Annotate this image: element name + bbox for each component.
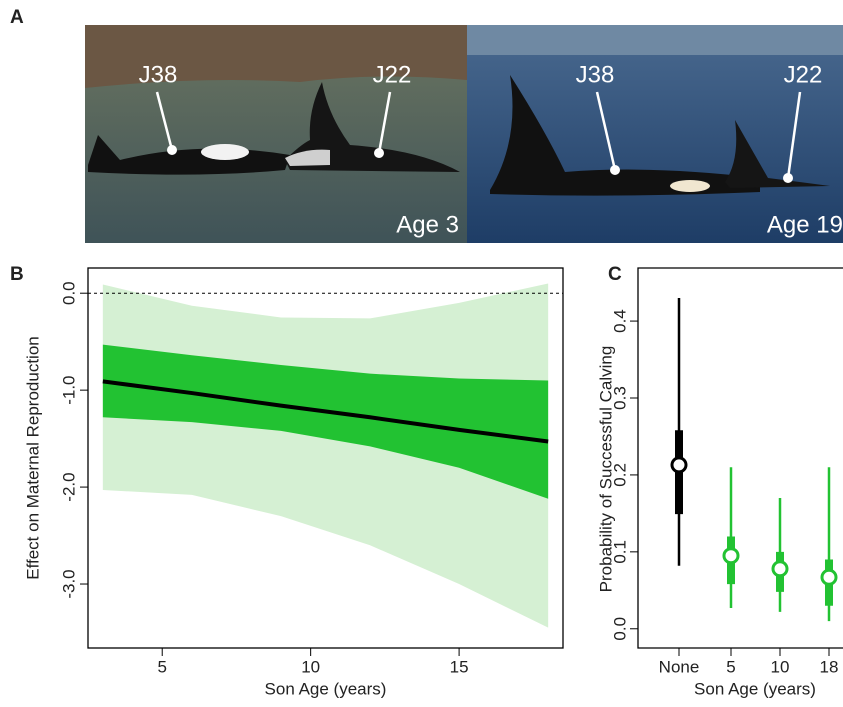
y-tick-label: -2.0 [59, 472, 78, 501]
point [670, 456, 688, 474]
plot-frame [637, 267, 843, 649]
orca [88, 135, 290, 175]
x-tick-label: 15 [450, 657, 469, 676]
y-axis-title: Effect on Maternal Reproduction [23, 336, 42, 580]
saddle-patch [285, 149, 330, 166]
panel-label: C [608, 264, 622, 285]
plot-frame [87, 267, 564, 649]
y-tick-label: 0.0 [59, 281, 78, 305]
photo-tag: J38 [139, 61, 178, 88]
y-tick-label: -3.0 [59, 569, 78, 598]
point [820, 568, 838, 586]
x-tick-label: 5 [726, 657, 735, 676]
orca [490, 75, 760, 196]
y-tick-label: 0.4 [610, 309, 629, 333]
point [722, 547, 740, 565]
pointer-dot [783, 173, 793, 183]
y-tick-label: 0.0 [610, 617, 629, 641]
x-tick-label: 10 [301, 657, 320, 676]
photo-tag: J38 [576, 61, 615, 88]
eye-patch [201, 144, 249, 160]
y-tick-label: 0.2 [610, 463, 629, 487]
panel-label: A [10, 7, 24, 28]
pointer-dot [167, 145, 177, 155]
x-tick-label: 10 [771, 657, 790, 676]
point [771, 560, 789, 578]
x-tick-label: 5 [157, 657, 166, 676]
photo-caption: Age 19 [767, 211, 843, 238]
rocks [85, 25, 467, 88]
x-tick-label: None [659, 657, 700, 676]
photo-tag: J22 [784, 61, 823, 88]
y-tick-label: -1.0 [59, 375, 78, 404]
eye-patch [670, 180, 710, 192]
orca [725, 120, 830, 188]
fit-line [102, 379, 549, 444]
confidence-band [102, 344, 549, 499]
y-tick-label: 0.3 [610, 386, 629, 410]
panel-label: B [10, 264, 24, 285]
x-axis-title: Son Age (years) [694, 679, 816, 698]
pointer-dot [610, 165, 620, 175]
y-axis-title: Probability of Successful Calving [596, 346, 615, 593]
orca [285, 82, 460, 172]
photo-caption: Age 3 [396, 211, 459, 238]
photo-right: J38 J22 Age 19 [467, 25, 843, 243]
x-axis-title: Son Age (years) [265, 679, 387, 698]
photo-left: J38 J22 Age 3 [85, 25, 467, 243]
y-tick-label: 0.1 [610, 540, 629, 564]
pointer [786, 91, 802, 179]
pointer [595, 91, 617, 171]
photo-tag: J22 [373, 61, 412, 88]
pointer [155, 91, 174, 151]
x-tick-label: 18 [820, 657, 839, 676]
pointer [377, 91, 392, 154]
pointer-dot [374, 148, 384, 158]
shore [467, 25, 843, 55]
